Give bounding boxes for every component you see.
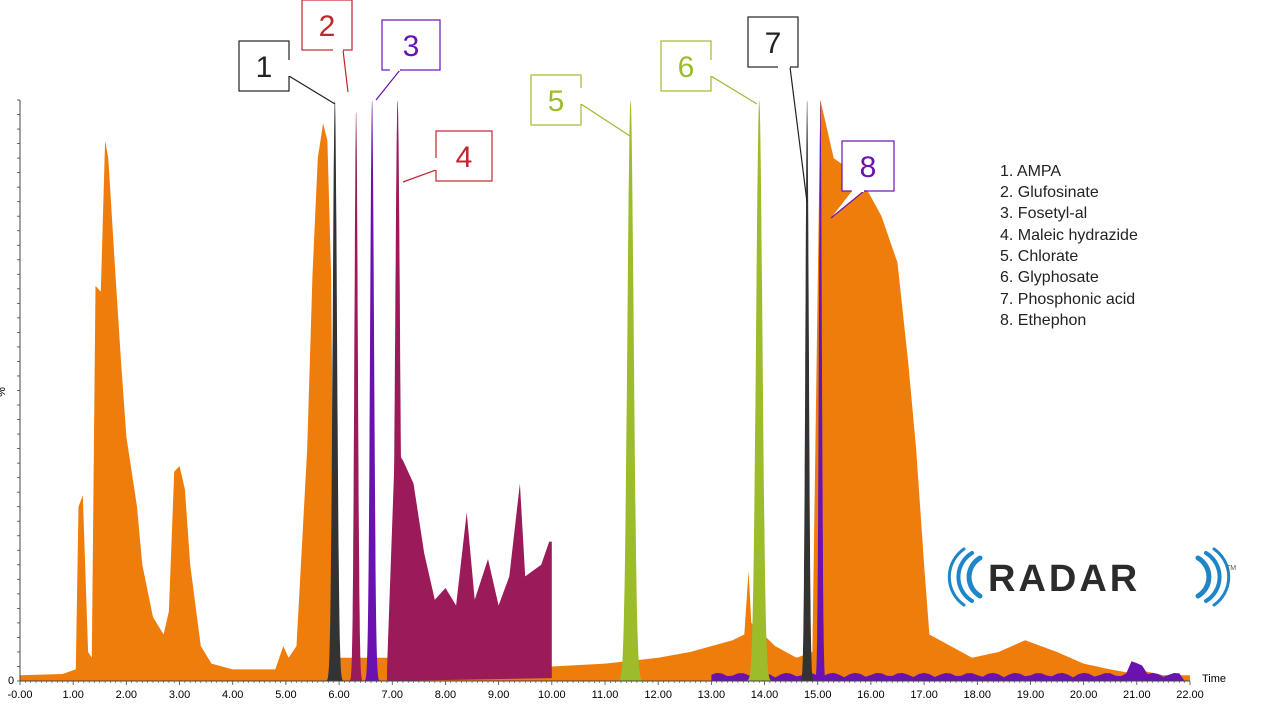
x-axis-label: Time	[1202, 673, 1226, 685]
x-tick-label: 12.00	[644, 689, 672, 701]
callout-label: 2	[319, 10, 336, 43]
x-tick-label: 21.00	[1123, 689, 1151, 701]
signal-waves-right-icon	[1195, 547, 1231, 607]
callout-2: 2	[301, 0, 353, 93]
callout-label: 4	[456, 141, 473, 174]
x-tick-label: 14.00	[751, 689, 779, 701]
x-tick-label: 13.00	[698, 689, 726, 701]
radar-logo: RADAR TM	[947, 547, 1236, 607]
background-trace-area	[20, 100, 1190, 681]
x-tick-label: 5.00	[275, 689, 296, 701]
legend-entry: 6. Glyphosate	[1000, 269, 1099, 286]
x-tick-label: 17.00	[910, 689, 938, 701]
callout-label: 1	[256, 51, 273, 84]
callouts-layer: 1 2 3 4 5 6 7 8	[238, 0, 895, 219]
peak-2	[349, 111, 363, 682]
x-tick-label: 18.00	[964, 689, 992, 701]
x-tick-label: 22.00	[1176, 689, 1204, 701]
x-tick-label: 1.00	[62, 689, 83, 701]
legend-entry: 7. Phosphonic acid	[1000, 291, 1135, 308]
legend-entry: 8. Ethephon	[1000, 312, 1086, 329]
purple-baseline-trace	[711, 661, 1185, 681]
x-tick-label: 20.00	[1070, 689, 1098, 701]
peak-8	[814, 100, 827, 681]
callout-6: 6	[660, 40, 758, 105]
x-tick-label: 6.00	[328, 689, 349, 701]
legend-entry: 3. Fosetyl-al	[1000, 205, 1087, 222]
x-tick-label: 9.00	[488, 689, 509, 701]
x-tick-label: 15.00	[804, 689, 832, 701]
x-tick-label: 3.00	[169, 689, 190, 701]
peak-6	[746, 100, 772, 681]
x-tick-label: 7.00	[382, 689, 403, 701]
trademark-mark: TM	[1226, 565, 1236, 572]
axes-layer: -0.00 1.00 2.00 3.00 4.00 5.00 6.00 7.00 8.00 9.0…	[0, 99, 1226, 701]
x-tick-label: 8.00	[435, 689, 456, 701]
y-tick-label: 0	[8, 675, 14, 687]
legend-entry: 4. Maleic hydrazide	[1000, 227, 1138, 244]
series-layer	[20, 100, 1190, 682]
y-axis-label: %	[0, 387, 8, 397]
x-tick-label: 16.00	[857, 689, 885, 701]
x-tick-label: 2.00	[116, 689, 137, 701]
peak-3	[364, 100, 380, 681]
legend-entry: 1. AMPA	[1000, 163, 1061, 180]
callout-label: 3	[403, 30, 420, 63]
legend-entry: 2. Glufosinate	[1000, 184, 1099, 201]
legend: 1. AMPA 2. Glufosinate 3. Fosetyl-al 4. …	[1000, 163, 1138, 329]
peak-4	[387, 100, 408, 681]
callout-3: 3	[375, 19, 441, 101]
peak-5	[618, 100, 644, 681]
callout-label: 5	[548, 85, 565, 118]
callout-label: 8	[860, 151, 877, 184]
x-tick-label: 10.00	[538, 689, 566, 701]
callout-1: 1	[238, 40, 336, 105]
x-tick-label: -0.00	[7, 689, 32, 701]
callout-4: 4	[402, 130, 493, 183]
x-tick-label: 19.00	[1017, 689, 1045, 701]
callout-7: 7	[747, 16, 808, 203]
peak-7	[800, 100, 814, 681]
signal-waves-left-icon	[947, 547, 983, 607]
callout-8: 8	[830, 140, 895, 219]
callout-label: 7	[765, 27, 782, 60]
logo-wordmark: RADAR	[988, 558, 1140, 600]
maroon-trace-area	[386, 448, 552, 681]
legend-entry: 5. Chlorate	[1000, 248, 1078, 265]
callout-5: 5	[530, 74, 631, 137]
callout-label: 6	[678, 51, 695, 84]
x-tick-label: 4.00	[222, 689, 243, 701]
peak-1	[326, 100, 344, 681]
x-tick-label: 11.00	[592, 689, 619, 701]
